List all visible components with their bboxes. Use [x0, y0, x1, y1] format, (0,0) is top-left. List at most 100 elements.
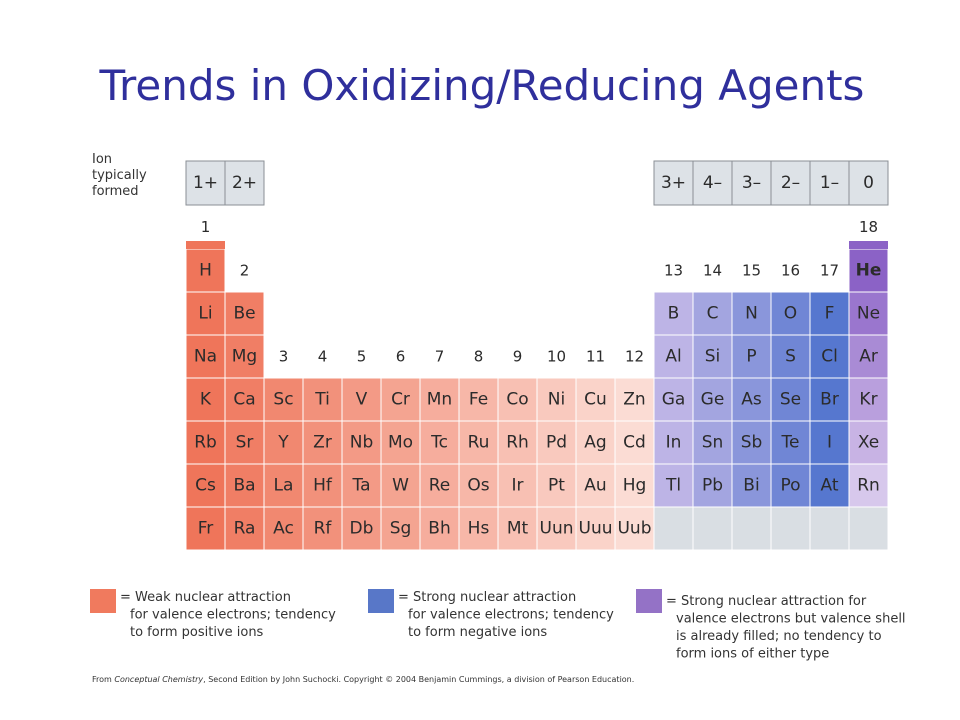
ion-label: 1+	[193, 173, 218, 193]
element-symbol: Sc	[273, 390, 293, 410]
element-cell	[653, 463, 694, 508]
element-cell	[341, 463, 382, 508]
empty-cell	[653, 506, 694, 551]
element-symbol: Sr	[236, 433, 254, 453]
element-cell	[185, 506, 226, 551]
element-cell	[380, 463, 421, 508]
element-cell	[185, 420, 226, 465]
element-symbol: Re	[429, 476, 451, 496]
element-cell	[770, 377, 811, 422]
element-symbol: Rh	[506, 433, 529, 453]
element-cell	[380, 420, 421, 465]
group-number: 4	[318, 348, 328, 366]
element-symbol: Po	[780, 476, 800, 496]
element-cell	[809, 420, 850, 465]
credit: From Conceptual Chemistry, Second Editio…	[92, 675, 634, 684]
element-cell	[302, 506, 343, 551]
element-symbol: Rf	[314, 519, 333, 539]
credit-prefix: From	[92, 675, 114, 684]
element-symbol: Kr	[859, 390, 877, 410]
element-symbol: Ne	[857, 304, 880, 324]
element-cell	[224, 420, 265, 465]
element-symbol: Cs	[195, 476, 216, 496]
element-cell	[458, 506, 499, 551]
legend-text: = Weak nuclear attraction	[120, 590, 291, 605]
element-cell	[614, 420, 655, 465]
element-cell	[302, 463, 343, 508]
ion-box	[653, 160, 694, 206]
element-symbol: F	[825, 304, 835, 324]
ion-label: 0	[863, 173, 874, 193]
element-cell	[848, 377, 889, 422]
group-number: 9	[513, 348, 523, 366]
element-symbol: Cd	[623, 433, 646, 453]
element-cell	[731, 420, 772, 465]
element-symbol: At	[821, 476, 839, 496]
element-symbol: Pt	[548, 476, 565, 496]
legend-swatch-positive	[90, 589, 116, 613]
group-number: 18	[859, 218, 878, 236]
legend-text: form ions of either type	[676, 647, 829, 662]
element-cell	[419, 506, 460, 551]
element-cell	[692, 334, 733, 379]
ion-heading: formed	[92, 184, 139, 199]
element-cell	[185, 334, 226, 379]
element-symbol: Rn	[857, 476, 880, 496]
legend-text: valence electrons but valence shell	[676, 612, 906, 627]
element-cell	[848, 463, 889, 508]
ion-box	[848, 160, 889, 206]
element-cell	[224, 377, 265, 422]
element-cell	[263, 506, 304, 551]
element-cell	[770, 463, 811, 508]
ion-heading: typically	[92, 168, 147, 183]
element-cell	[224, 334, 265, 379]
credit-rest: , Second Edition by John Suchocki. Copyr…	[203, 675, 634, 684]
element-cell	[614, 506, 655, 551]
group-number: 5	[357, 348, 367, 366]
group-number: 15	[742, 262, 761, 280]
element-cell	[341, 506, 382, 551]
element-symbol: Uun	[540, 519, 574, 539]
group-number: 8	[474, 348, 484, 366]
element-symbol: He	[856, 261, 882, 281]
element-cell	[575, 506, 616, 551]
element-symbol: K	[200, 390, 212, 410]
element-cell	[224, 463, 265, 508]
element-cell	[848, 291, 889, 336]
element-cell	[536, 420, 577, 465]
element-cell	[497, 506, 538, 551]
element-symbol: V	[356, 390, 368, 410]
element-cell	[419, 420, 460, 465]
ion-box	[809, 160, 850, 206]
ion-box	[731, 160, 772, 206]
group-number: 17	[820, 262, 839, 280]
element-cell	[692, 291, 733, 336]
element-symbol: Ga	[662, 390, 686, 410]
ion-box	[770, 160, 811, 206]
element-symbol: Cl	[821, 347, 838, 367]
legend-text: to form negative ions	[408, 625, 547, 640]
element-symbol: Fe	[469, 390, 488, 410]
element-symbol: Uuu	[579, 519, 613, 539]
element-symbol: Bi	[743, 476, 759, 496]
element-symbol: Se	[780, 390, 801, 410]
element-symbol: Fr	[198, 519, 214, 539]
group-number: 6	[396, 348, 406, 366]
element-symbol: Pd	[546, 433, 567, 453]
element-cell	[614, 463, 655, 508]
legend-text: = Strong nuclear attraction	[398, 590, 576, 605]
element-symbol: As	[741, 390, 762, 410]
ion-box	[185, 160, 226, 206]
element-symbol: Ba	[233, 476, 255, 496]
element-symbol: Sn	[702, 433, 724, 453]
element-cell	[575, 420, 616, 465]
element-symbol: Xe	[858, 433, 879, 453]
element-symbol: Ti	[314, 390, 330, 410]
element-cell	[458, 463, 499, 508]
group-number: 12	[625, 348, 644, 366]
element-cell	[731, 334, 772, 379]
element-symbol: Tc	[430, 433, 448, 453]
cell-top	[186, 241, 225, 249]
element-symbol: Li	[198, 304, 212, 324]
